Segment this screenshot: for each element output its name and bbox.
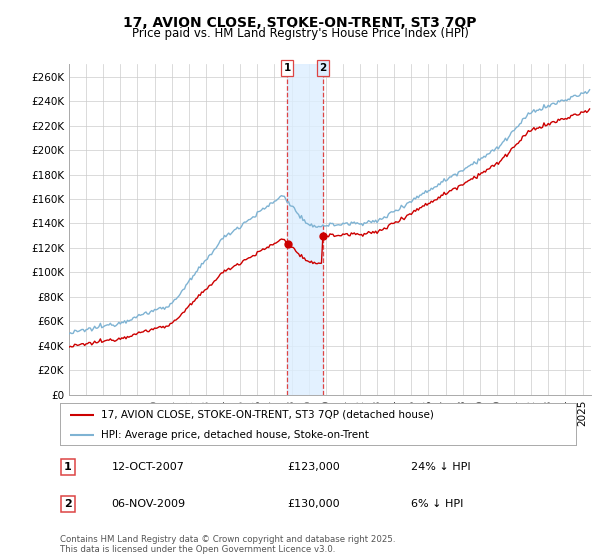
Text: 1: 1	[64, 462, 71, 472]
Text: 1: 1	[284, 63, 291, 73]
Text: 06-NOV-2009: 06-NOV-2009	[112, 499, 186, 509]
Text: 24% ↓ HPI: 24% ↓ HPI	[411, 462, 470, 472]
Text: 2: 2	[319, 63, 326, 73]
Text: £123,000: £123,000	[287, 462, 340, 472]
Text: 2: 2	[64, 499, 71, 509]
Text: Contains HM Land Registry data © Crown copyright and database right 2025.
This d: Contains HM Land Registry data © Crown c…	[60, 535, 395, 554]
Text: £130,000: £130,000	[287, 499, 340, 509]
Text: 6% ↓ HPI: 6% ↓ HPI	[411, 499, 463, 509]
Text: HPI: Average price, detached house, Stoke-on-Trent: HPI: Average price, detached house, Stok…	[101, 430, 369, 440]
Text: 17, AVION CLOSE, STOKE-ON-TRENT, ST3 7QP: 17, AVION CLOSE, STOKE-ON-TRENT, ST3 7QP	[123, 16, 477, 30]
Text: 12-OCT-2007: 12-OCT-2007	[112, 462, 184, 472]
Text: Price paid vs. HM Land Registry's House Price Index (HPI): Price paid vs. HM Land Registry's House …	[131, 27, 469, 40]
Bar	[287, 64, 323, 395]
Text: 17, AVION CLOSE, STOKE-ON-TRENT, ST3 7QP (detached house): 17, AVION CLOSE, STOKE-ON-TRENT, ST3 7QP…	[101, 410, 434, 420]
